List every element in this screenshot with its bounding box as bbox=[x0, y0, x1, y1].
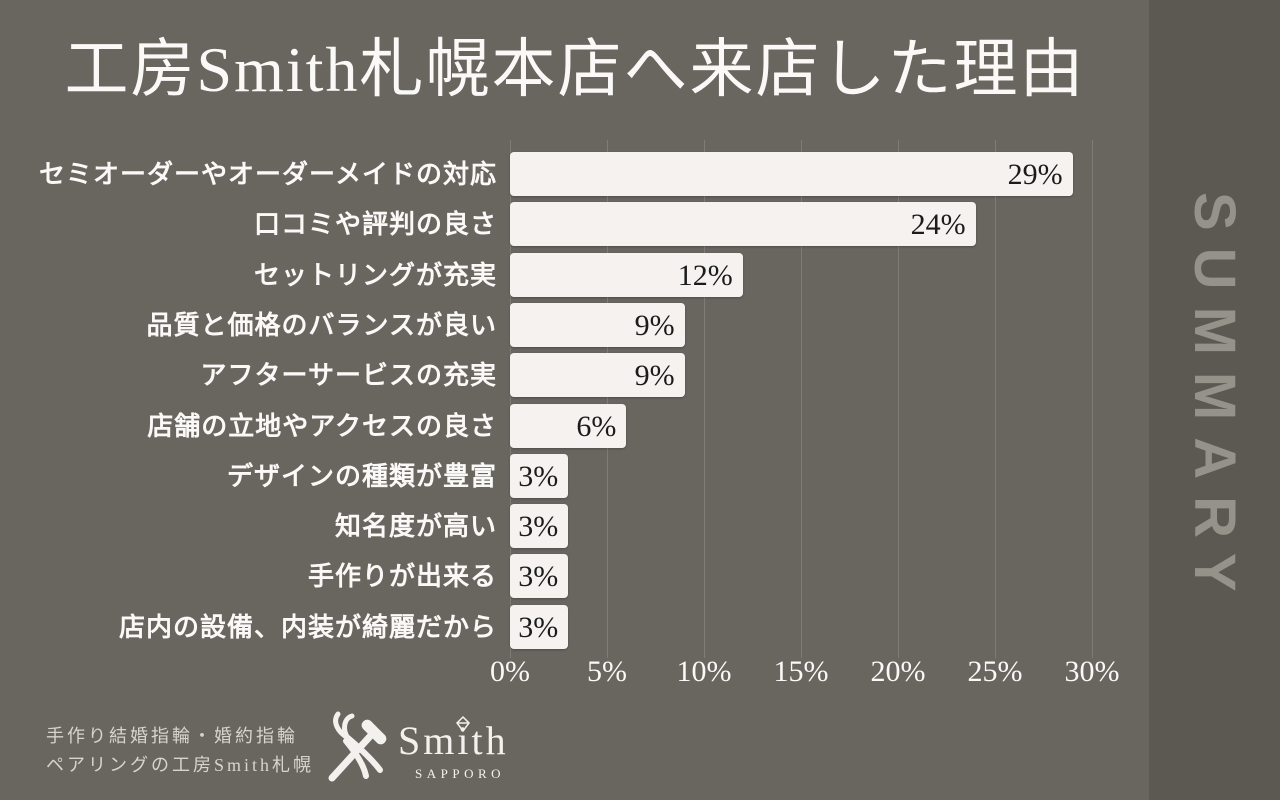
bar: 9% bbox=[510, 302, 685, 347]
logo-sub-text: SAPPORO bbox=[415, 766, 505, 781]
category-label: 店舗の立地やアクセスの良さ bbox=[147, 411, 497, 441]
gridline bbox=[800, 140, 802, 658]
category-label: セミオーダーやオーダーメイドの対応 bbox=[39, 160, 497, 189]
category-label: 口コミや評判の良さ bbox=[253, 210, 497, 240]
x-axis-tick-label: 15% bbox=[773, 655, 829, 688]
x-axis-tick-label: 5% bbox=[587, 655, 627, 688]
gridline bbox=[897, 140, 899, 658]
category-label: セットリングが充実 bbox=[253, 260, 497, 290]
bar-value-label: 3% bbox=[518, 459, 559, 493]
category-label: 手作りが出来る bbox=[307, 562, 497, 592]
tagline-line-2: ペアリングの工房Smith札幌 bbox=[46, 755, 315, 775]
summary-vertical-label: SUMMARY bbox=[1182, 191, 1247, 609]
gridline bbox=[606, 140, 608, 658]
gridline bbox=[509, 140, 511, 658]
footer-tagline: 手作り結婚指輪・婚約指輪 ペアリングの工房Smith札幌 bbox=[46, 722, 314, 780]
bar-value-label: 3% bbox=[518, 610, 559, 644]
bar-value-label: 29% bbox=[1007, 158, 1063, 191]
gridline bbox=[994, 140, 996, 658]
summary-side-panel: SUMMARY bbox=[1149, 0, 1280, 800]
smith-logo: Smith SAPPORO bbox=[322, 706, 522, 798]
gridline bbox=[1091, 140, 1093, 658]
x-axis-tick-label: 20% bbox=[870, 655, 926, 688]
category-label: アフターサービスの充実 bbox=[200, 361, 497, 391]
bar-value-label: 3% bbox=[518, 560, 559, 594]
gridline bbox=[703, 140, 705, 658]
bar: 12% bbox=[510, 252, 743, 297]
crossed-pliers-hammer-icon bbox=[328, 711, 387, 782]
bar-value-label: 9% bbox=[634, 359, 675, 393]
x-axis-tick-label: 25% bbox=[967, 655, 1023, 688]
x-axis-tick-label: 30% bbox=[1064, 655, 1120, 688]
bar-value-label: 12% bbox=[677, 258, 733, 292]
bar: 3% bbox=[510, 504, 569, 549]
bar: 3% bbox=[510, 554, 569, 599]
bar-value-label: 9% bbox=[634, 308, 675, 342]
bar: 29% bbox=[510, 152, 1073, 196]
x-axis-tick-label: 0% bbox=[490, 655, 530, 688]
bar: 9% bbox=[510, 353, 685, 398]
page-title: 工房Smith札幌本店へ来店した理由 bbox=[64, 34, 1086, 105]
bar: 3% bbox=[510, 604, 569, 649]
bar-value-label: 24% bbox=[910, 208, 966, 242]
diamond-icon bbox=[456, 715, 470, 733]
logo-brand-text: Smith bbox=[398, 718, 509, 763]
bar-value-label: 6% bbox=[576, 409, 617, 443]
category-label: 店内の設備、内装が綺麗だから bbox=[118, 612, 497, 642]
x-axis-tick-label: 10% bbox=[676, 655, 732, 688]
category-label: 知名度が高い bbox=[334, 512, 497, 542]
bar: 6% bbox=[510, 403, 627, 448]
bar: 3% bbox=[510, 453, 569, 498]
bar: 24% bbox=[510, 202, 976, 247]
bar-value-label: 3% bbox=[518, 510, 559, 544]
category-label: デザインの種類が豊富 bbox=[226, 461, 497, 491]
category-label: 品質と価格のバランスが良い bbox=[146, 310, 497, 340]
tagline-line-1: 手作り結婚指輪・婚約指輪 bbox=[46, 726, 298, 746]
